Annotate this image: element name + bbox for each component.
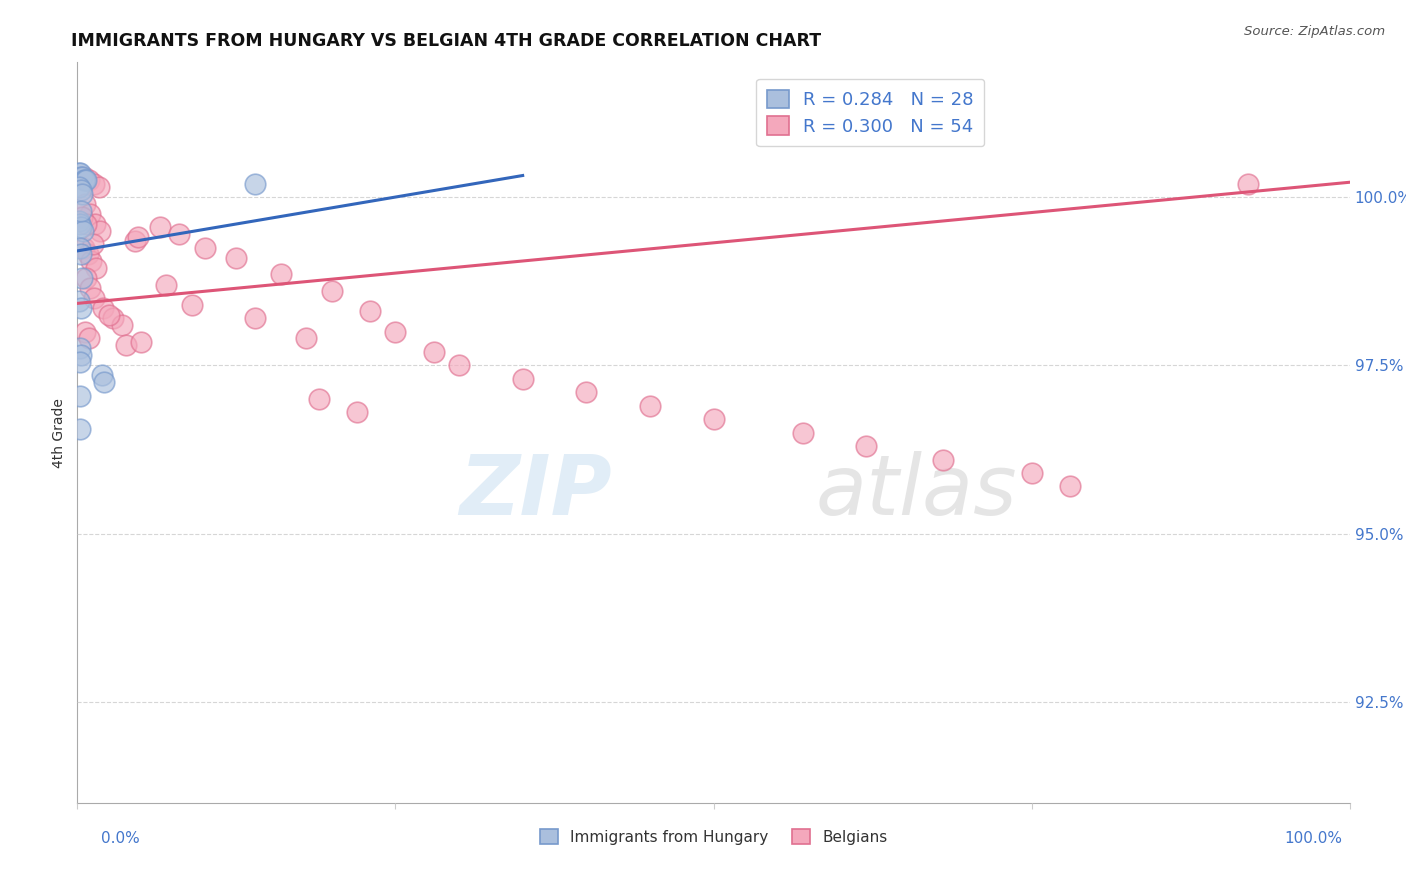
Point bbox=[84, 217, 107, 231]
Point bbox=[149, 220, 172, 235]
Point bbox=[79, 207, 101, 221]
Point bbox=[70, 169, 93, 184]
Point bbox=[73, 173, 96, 187]
Point bbox=[90, 368, 112, 383]
Point bbox=[194, 241, 217, 255]
Point bbox=[75, 173, 97, 187]
Point bbox=[67, 180, 90, 194]
Point bbox=[114, 338, 136, 352]
Point bbox=[447, 359, 470, 373]
Point bbox=[69, 422, 91, 436]
Point bbox=[245, 311, 267, 326]
Point bbox=[75, 270, 97, 285]
Point bbox=[72, 211, 94, 225]
Point bbox=[101, 311, 124, 326]
Point bbox=[70, 186, 93, 201]
Point bbox=[69, 389, 91, 403]
Text: 100.0%: 100.0% bbox=[1285, 831, 1343, 846]
Text: IMMIGRANTS FROM HUNGARY VS BELGIAN 4TH GRADE CORRELATION CHART: IMMIGRANTS FROM HUNGARY VS BELGIAN 4TH G… bbox=[70, 32, 821, 50]
Point bbox=[69, 355, 91, 369]
Point bbox=[321, 285, 343, 299]
Point bbox=[124, 234, 146, 248]
Point bbox=[69, 342, 91, 356]
Point bbox=[70, 247, 93, 261]
Point bbox=[93, 375, 115, 389]
Point bbox=[512, 372, 534, 386]
Point bbox=[80, 254, 103, 268]
Point bbox=[127, 230, 149, 244]
Point bbox=[72, 169, 94, 184]
Point bbox=[76, 247, 98, 261]
Point bbox=[270, 268, 292, 282]
Point bbox=[70, 220, 93, 235]
Point bbox=[73, 241, 96, 255]
Point bbox=[73, 325, 96, 339]
Legend: Immigrants from Hungary, Belgians: Immigrants from Hungary, Belgians bbox=[534, 822, 893, 851]
Point bbox=[69, 241, 91, 255]
Point bbox=[1059, 479, 1081, 493]
Point bbox=[308, 392, 330, 406]
Point bbox=[72, 270, 94, 285]
Point bbox=[67, 213, 90, 227]
Point bbox=[225, 251, 247, 265]
Point bbox=[245, 177, 267, 191]
Point bbox=[86, 260, 108, 275]
Point bbox=[346, 405, 368, 419]
Point bbox=[1021, 466, 1043, 480]
Point bbox=[77, 173, 100, 187]
Point bbox=[155, 277, 177, 292]
Point bbox=[83, 177, 105, 191]
Point bbox=[87, 180, 110, 194]
Point bbox=[67, 167, 90, 181]
Point bbox=[73, 169, 96, 184]
Point bbox=[75, 217, 97, 231]
Text: atlas: atlas bbox=[815, 451, 1017, 533]
Y-axis label: 4th Grade: 4th Grade bbox=[52, 398, 66, 467]
Point bbox=[69, 167, 91, 181]
Point bbox=[70, 203, 93, 218]
Point bbox=[129, 334, 152, 349]
Text: ZIP: ZIP bbox=[460, 451, 612, 533]
Text: Source: ZipAtlas.com: Source: ZipAtlas.com bbox=[1244, 25, 1385, 38]
Point bbox=[89, 224, 111, 238]
Point bbox=[792, 425, 814, 440]
Point bbox=[295, 331, 318, 345]
Point bbox=[575, 385, 598, 400]
Point bbox=[384, 325, 406, 339]
Point bbox=[73, 173, 96, 187]
Point bbox=[69, 183, 91, 197]
Point bbox=[73, 196, 96, 211]
Point bbox=[167, 227, 190, 241]
Point bbox=[422, 344, 444, 359]
Point bbox=[703, 412, 725, 426]
Point bbox=[79, 281, 101, 295]
Point bbox=[82, 237, 104, 252]
Point bbox=[931, 452, 953, 467]
Point bbox=[359, 304, 381, 318]
Point bbox=[111, 318, 134, 332]
Point bbox=[70, 348, 93, 362]
Point bbox=[77, 331, 100, 345]
Point bbox=[855, 439, 877, 453]
Point bbox=[69, 301, 91, 315]
Point bbox=[91, 301, 114, 315]
Point bbox=[83, 291, 105, 305]
Text: 0.0%: 0.0% bbox=[101, 831, 141, 846]
Point bbox=[69, 217, 91, 231]
Point bbox=[1237, 177, 1260, 191]
Point bbox=[638, 399, 661, 413]
Point bbox=[67, 294, 90, 309]
Point bbox=[72, 224, 94, 238]
Point bbox=[98, 308, 121, 322]
Point bbox=[180, 298, 202, 312]
